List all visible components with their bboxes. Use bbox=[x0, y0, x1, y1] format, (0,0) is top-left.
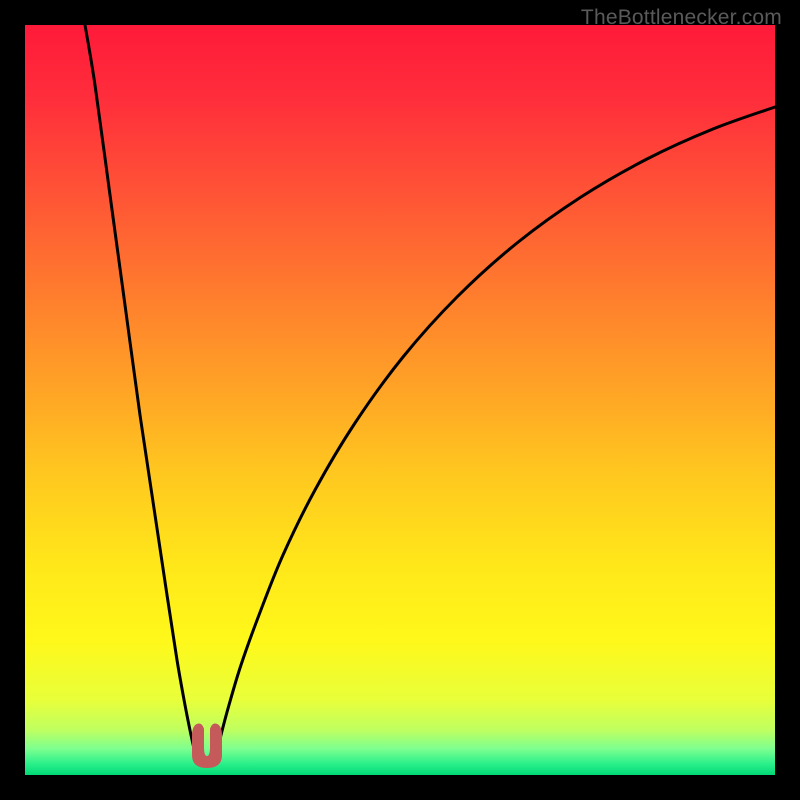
watermark-text: TheBottlenecker.com bbox=[581, 6, 782, 30]
plot-area bbox=[25, 25, 775, 775]
chart-svg bbox=[25, 25, 775, 775]
chart-frame: TheBottlenecker.com bbox=[0, 0, 800, 800]
